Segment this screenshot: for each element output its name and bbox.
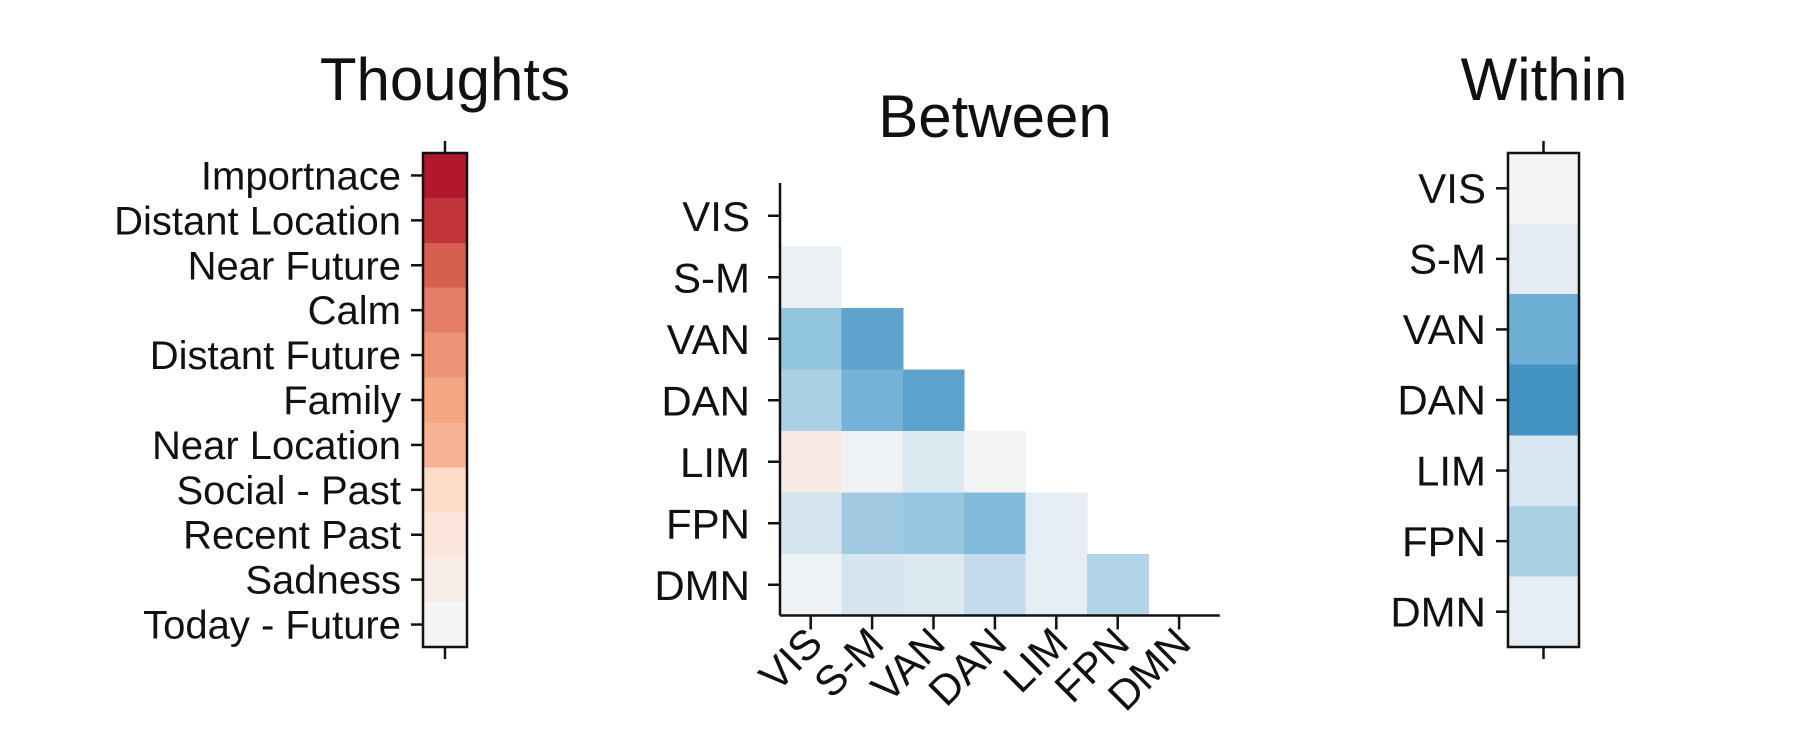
thoughts-cell-recent-past xyxy=(423,512,467,558)
thoughts-cell-today-future xyxy=(423,602,467,648)
thoughts-cell-importnace xyxy=(423,153,467,199)
between-cell-s-m-vis xyxy=(780,246,842,309)
between-cell-dan-vis xyxy=(780,369,842,432)
between-cell-dmn-vis xyxy=(780,554,842,616)
between-ytick-label-dmn: DMN xyxy=(654,562,750,609)
between-cell-fpn-vis xyxy=(780,492,842,555)
between-cell-fpn-s-m xyxy=(841,492,904,555)
between-cell-dmn-dan xyxy=(964,554,1027,616)
thoughts-cell-near-location xyxy=(423,422,467,468)
between-cell-dmn-lim xyxy=(1025,554,1088,616)
between-cell-lim-van xyxy=(902,431,965,493)
within-title: Within xyxy=(1461,46,1628,113)
within-cell-s-m xyxy=(1508,223,1579,295)
between-cell-dan-van xyxy=(902,369,965,432)
between-ytick-label-dan: DAN xyxy=(661,377,750,424)
within-cell-lim xyxy=(1508,435,1579,507)
within-cell-vis xyxy=(1508,153,1579,225)
between-cell-fpn-van xyxy=(902,492,965,555)
between-cell-lim-vis xyxy=(780,431,842,493)
within-ytick-label-dmn: DMN xyxy=(1390,588,1486,635)
between-cell-dmn-van xyxy=(902,554,965,616)
within-ytick-label-lim: LIM xyxy=(1416,447,1486,494)
thoughts-ytick-label-importnace: Importnace xyxy=(201,154,401,198)
between-cell-dan-s-m xyxy=(841,369,904,432)
within-ytick-label-dan: DAN xyxy=(1397,377,1486,424)
between-ytick-label-lim: LIM xyxy=(680,439,750,486)
thoughts-cell-distant-location xyxy=(423,197,467,244)
thoughts-title: Thoughts xyxy=(320,46,570,113)
within-cell-van xyxy=(1508,294,1579,366)
between-ytick-label-fpn: FPN xyxy=(666,500,750,547)
between-cell-lim-dan xyxy=(964,431,1027,493)
thoughts-cell-calm xyxy=(423,287,467,334)
thoughts-ytick-label-distant-future: Distant Future xyxy=(150,334,401,378)
between-cell-fpn-dan xyxy=(964,492,1027,555)
within-cell-dan xyxy=(1508,364,1579,436)
thoughts-ytick-label-today-future: Today - Future xyxy=(143,604,401,648)
between-cell-fpn-lim xyxy=(1025,492,1088,555)
between-cell-dmn-fpn xyxy=(1087,554,1149,616)
thoughts-ytick-label-recent-past: Recent Past xyxy=(183,514,401,558)
between-cell-van-s-m xyxy=(841,308,904,370)
thoughts-cell-distant-future xyxy=(423,332,467,379)
thoughts-ytick-label-family: Family xyxy=(283,379,401,423)
thoughts-ytick-label-calm: Calm xyxy=(308,289,401,333)
thoughts-cell-family xyxy=(423,377,467,423)
thoughts-cell-sadness xyxy=(423,557,467,603)
within-ytick-label-van: VAN xyxy=(1403,306,1486,353)
thoughts-cell-social-past xyxy=(423,467,467,513)
between-cell-dmn-s-m xyxy=(841,554,904,616)
thoughts-ytick-label-distant-location: Distant Location xyxy=(114,199,401,243)
within-ytick-label-vis: VIS xyxy=(1418,165,1486,212)
between-ytick-label-vis: VIS xyxy=(682,193,750,240)
within-ytick-label-s-m: S-M xyxy=(1409,236,1486,283)
thoughts-ytick-label-social-past: Social - Past xyxy=(176,469,401,513)
thoughts-cell-near-future xyxy=(423,242,467,289)
within-cell-fpn xyxy=(1508,505,1579,577)
within-ytick-label-fpn: FPN xyxy=(1402,518,1486,565)
between-ytick-label-s-m: S-M xyxy=(673,254,750,301)
thoughts-ytick-label-near-location: Near Location xyxy=(152,424,401,468)
between-cell-van-vis xyxy=(780,308,842,370)
between-ytick-label-van: VAN xyxy=(667,316,750,363)
thoughts-ytick-label-near-future: Near Future xyxy=(188,244,401,288)
between-title: Between xyxy=(878,83,1112,150)
thoughts-ytick-label-sadness: Sadness xyxy=(245,559,401,603)
between-cell-lim-s-m xyxy=(841,431,904,493)
between-heatmap: VISS-MVANDANLIMFPNDMNVISS-MVANDANLIMFPND… xyxy=(654,183,1220,720)
within-cell-dmn xyxy=(1508,576,1579,648)
within-heatmap: VIS S-M VAN DAN LIM FPN DMN xyxy=(1390,141,1581,659)
